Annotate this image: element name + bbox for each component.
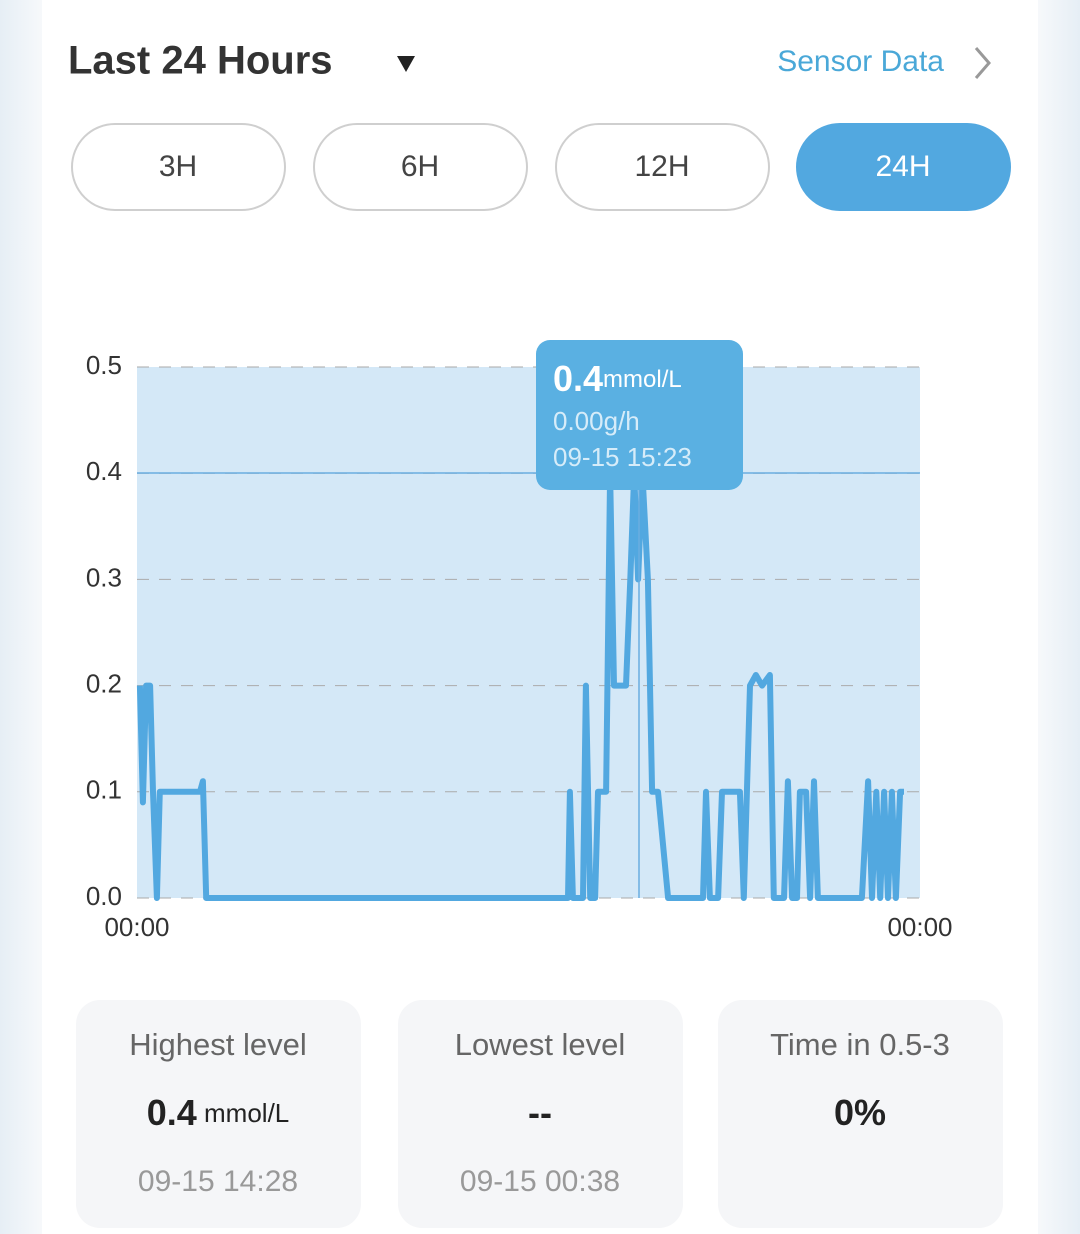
x-tick-label: 00:00	[887, 912, 952, 942]
y-tick-label: 0.0	[86, 881, 122, 911]
tooltip-value: 0.4mmol/L	[553, 358, 682, 399]
stat-label: Highest level	[129, 1027, 306, 1062]
stat-value: 0%	[834, 1092, 886, 1133]
tab-button[interactable]	[313, 123, 528, 211]
y-tick-label: 0.5	[86, 350, 122, 380]
y-tick-label: 0.3	[86, 562, 122, 592]
stat-time: 09-15 00:38	[460, 1165, 620, 1198]
stat-number: --	[528, 1092, 552, 1133]
tooltip-number: 0.4	[553, 358, 603, 399]
y-tick-label: 0.2	[86, 668, 122, 698]
y-tick-label: 0.4	[86, 456, 122, 486]
stat-number: 0%	[834, 1092, 886, 1133]
tab-label[interactable]: 24H	[875, 150, 930, 183]
tab-button[interactable]	[71, 123, 286, 211]
x-tick-label: 00:00	[104, 912, 169, 942]
stat-unit: mmol/L	[204, 1098, 289, 1128]
tooltip-box	[536, 340, 743, 490]
tooltip-time: 09-15 15:23	[553, 442, 692, 472]
tooltip-rate: 0.00g/h	[553, 406, 640, 436]
data-line	[136, 470, 904, 901]
stat-card	[718, 1000, 1003, 1228]
stat-card	[76, 1000, 361, 1228]
tab-button[interactable]	[555, 123, 770, 211]
stat-value: 0.4 mmol/L	[147, 1092, 290, 1133]
tooltip-unit: mmol/L	[603, 366, 682, 393]
stat-value: --	[528, 1092, 552, 1133]
tab-label[interactable]: 6H	[401, 150, 439, 183]
stat-card	[398, 1000, 683, 1228]
tab-label[interactable]: 3H	[159, 150, 197, 183]
tab-button[interactable]	[796, 123, 1011, 211]
dropdown-arrow[interactable]	[397, 56, 415, 72]
stat-label: Time in 0.5-3	[770, 1027, 950, 1062]
plot-area	[137, 367, 920, 898]
stat-space	[197, 1098, 204, 1128]
tab-label[interactable]: 12H	[634, 150, 689, 183]
chevron[interactable]	[974, 47, 991, 79]
stat-label: Lowest level	[455, 1027, 626, 1062]
range-title[interactable]: Last 24 Hours	[68, 39, 333, 83]
stat-number: 0.4	[147, 1092, 197, 1133]
sensor-data-link[interactable]: Sensor Data	[777, 45, 944, 78]
y-tick-label: 0.1	[86, 775, 122, 805]
stat-time: 09-15 14:28	[138, 1165, 298, 1198]
